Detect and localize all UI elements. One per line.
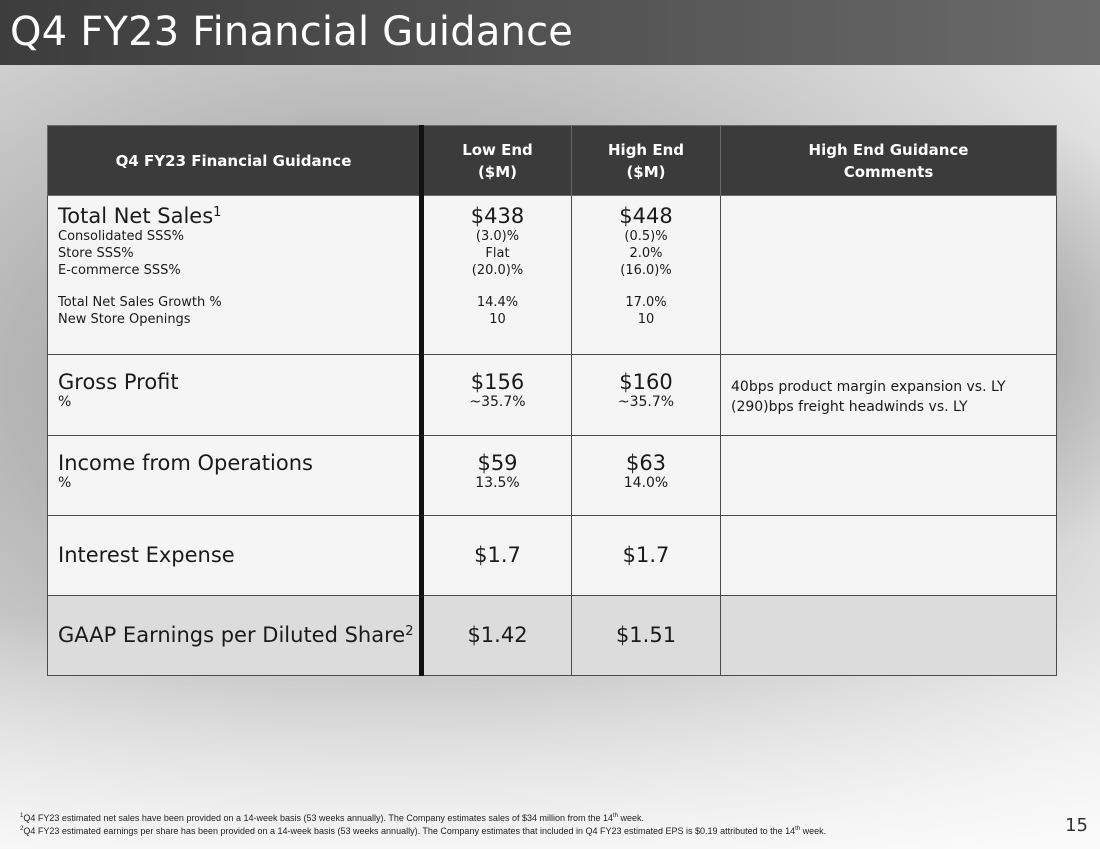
title-bar: Q4 FY23 Financial Guidance [0, 0, 1100, 65]
gross-profit-low-pct: ~35.7% [469, 394, 526, 411]
row-eps: GAAP Earnings per Diluted Share2 $1.42 $… [47, 594, 1057, 677]
net-sales-growth-low: 14.4% [476, 295, 519, 311]
consolidated-sss-low: (3.0)% [475, 229, 520, 245]
eps-label: GAAP Earnings per Diluted Share2 [58, 623, 414, 648]
page-number: 15 [1065, 815, 1088, 836]
income-ops-pct-label: % [58, 474, 72, 491]
header-comments: High End Guidance Comments [720, 124, 1057, 197]
gross-profit-high-value: $160 [619, 370, 673, 395]
new-store-openings-low: 10 [489, 312, 506, 328]
consolidated-sss-label: Consolidated SSS% [58, 229, 185, 245]
row-income-ops: Income from Operations % $59 13.5% $63 1… [47, 434, 1057, 516]
gross-profit-comment-2: (290)bps freight headwinds vs. LY [731, 399, 968, 416]
eps-low-value: $1.42 [467, 623, 528, 648]
new-store-openings-label: New Store Openings [58, 312, 191, 328]
gross-profit-low: $156 ~35.7% [421, 354, 572, 436]
income-ops-high: $63 14.0% [571, 434, 721, 516]
page-title: Q4 FY23 Financial Guidance [10, 9, 574, 55]
footnote-1: 1Q4 FY23 estimated net sales have been p… [20, 813, 645, 823]
gross-profit-low-value: $156 [470, 370, 525, 395]
interest-low: $1.7 [421, 514, 572, 596]
gross-profit-label: Gross Profit [58, 370, 179, 395]
income-ops-comments [720, 434, 1057, 516]
net-sales-high-value: $448 [619, 204, 673, 229]
net-sales-labels: Total Net Sales1 Consolidated SSS% Store… [47, 195, 424, 356]
footnote-2: 2Q4 FY23 estimated earnings per share ha… [20, 826, 827, 836]
income-ops-labels: Income from Operations % [47, 434, 424, 516]
row-gross-profit: Gross Profit % $156 ~35.7% $160 ~35.7% 4… [47, 354, 1057, 436]
ecommerce-sss-high: (16.0)% [620, 263, 672, 279]
income-ops-high-value: $63 [625, 450, 667, 475]
gross-profit-comment-1: 40bps product margin expansion vs. LY [731, 379, 1006, 396]
header-metric: Q4 FY23 Financial Guidance [47, 124, 424, 197]
consolidated-sss-high: (0.5)% [624, 229, 668, 245]
income-ops-label: Income from Operations [58, 450, 313, 475]
interest-low-value: $1.7 [474, 543, 521, 568]
ecommerce-sss-low: (20.0)% [471, 263, 524, 279]
gross-profit-pct-label: % [58, 394, 72, 411]
eps-high-value: $1.51 [615, 623, 677, 648]
income-ops-high-pct: 14.0% [623, 474, 669, 491]
net-sales-growth-label: Total Net Sales Growth % [58, 295, 222, 311]
row-net-sales: Total Net Sales1 Consolidated SSS% Store… [47, 195, 1057, 356]
new-store-openings-high: 10 [637, 312, 655, 328]
header-row: Q4 FY23 Financial Guidance Low End ($M) H… [47, 124, 1057, 197]
income-ops-low-pct: 13.5% [475, 474, 520, 491]
guidance-table: Q4 FY23 Financial Guidance Low End ($M) H… [47, 124, 1057, 677]
eps-comments [720, 594, 1057, 677]
header-high-end: High End ($M) [571, 124, 721, 197]
net-sales-low: $438 (3.0)% Flat (20.0)% 14.4% 10 [421, 195, 572, 356]
interest-high-value: $1.7 [622, 543, 670, 568]
footnotes: 1Q4 FY23 estimated net sales have been p… [20, 812, 826, 838]
gross-profit-labels: Gross Profit % [47, 354, 424, 436]
interest-high: $1.7 [571, 514, 721, 596]
eps-high: $1.51 [571, 594, 721, 677]
income-ops-low: $59 13.5% [421, 434, 572, 516]
gross-profit-high-pct: ~35.7% [617, 394, 675, 411]
gross-profit-comments: 40bps product margin expansion vs. LY (2… [720, 354, 1057, 436]
store-sss-label: Store SSS% [58, 246, 134, 262]
header-low-end: Low End ($M) [421, 124, 572, 197]
store-sss-high: 2.0% [629, 246, 663, 262]
net-sales-low-value: $438 [470, 204, 525, 229]
ecommerce-sss-label: E-commerce SSS% [58, 263, 181, 279]
net-sales-high: $448 (0.5)% 2.0% (16.0)% 17.0% 10 [571, 195, 721, 356]
interest-comments [720, 514, 1057, 596]
eps-low: $1.42 [421, 594, 572, 677]
interest-expense-label: Interest Expense [58, 543, 235, 568]
store-sss-low: Flat [485, 246, 510, 262]
gross-profit-high: $160 ~35.7% [571, 354, 721, 436]
eps-label-cell: GAAP Earnings per Diluted Share2 [47, 594, 424, 677]
net-sales-growth-high: 17.0% [625, 295, 667, 311]
row-interest-expense: Interest Expense $1.7 $1.7 [47, 514, 1057, 596]
net-sales-comments [720, 195, 1057, 356]
interest-label-cell: Interest Expense [47, 514, 424, 596]
net-sales-label: Total Net Sales1 [58, 204, 222, 229]
income-ops-low-value: $59 [477, 450, 518, 475]
